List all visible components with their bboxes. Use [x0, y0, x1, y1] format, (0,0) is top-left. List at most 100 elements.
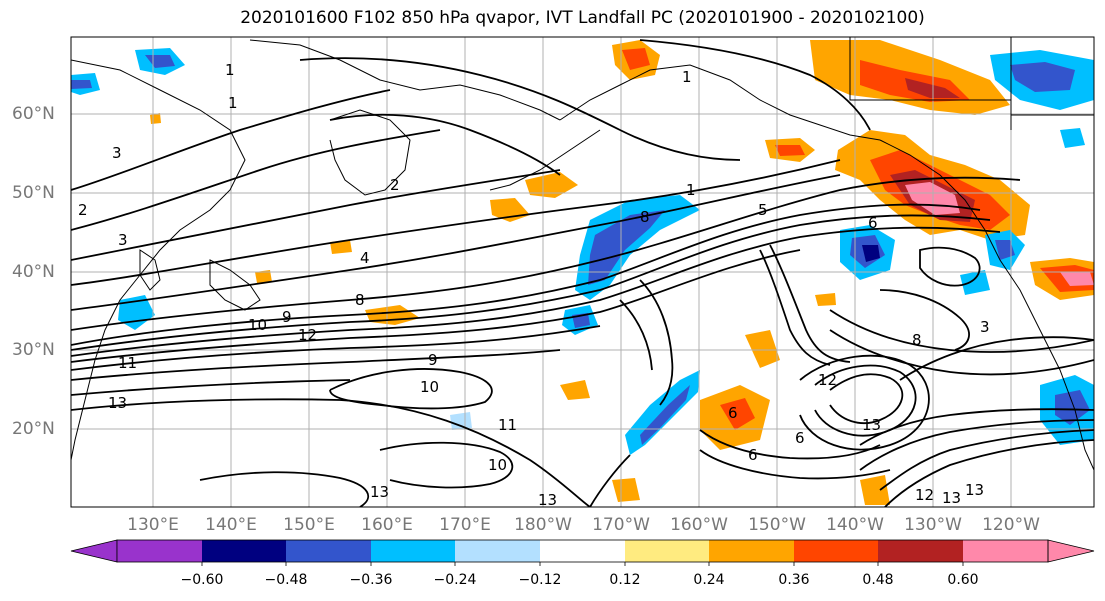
- contour-label: 13: [942, 489, 961, 507]
- shade-small-1: [330, 240, 352, 254]
- contour-label: 12: [915, 486, 934, 504]
- contour-label: 8: [355, 291, 365, 309]
- lat-label-40n: 40°N: [12, 262, 55, 282]
- colorbar-bin: [202, 540, 286, 562]
- contour-label: 1: [682, 68, 692, 86]
- lat-label-50n: 50°N: [12, 183, 55, 203]
- colorbar: [70, 539, 1095, 566]
- coast-korea: [139, 249, 161, 291]
- contour-label: 8: [640, 208, 650, 226]
- lat-label-60n: 60°N: [12, 104, 55, 124]
- lat-label-20n: 20°N: [12, 419, 55, 439]
- contour-label: 1: [225, 61, 235, 79]
- shade-light-blue-1: [450, 412, 472, 430]
- contour-label: 3: [112, 144, 122, 162]
- contour-label: 10: [420, 378, 439, 396]
- colorbar-bin: [709, 540, 794, 562]
- colorbar-bin: [286, 540, 371, 562]
- contour-label: 6: [795, 429, 805, 447]
- contour-label: 6: [868, 214, 878, 232]
- contour-label: 3: [980, 318, 990, 336]
- lon-label: 140°E: [205, 515, 257, 535]
- map-title: 2020101600 F102 850 hPa qvapor, IVT Land…: [240, 8, 925, 28]
- lon-label: 160°W: [670, 515, 728, 535]
- lon-label: 130°W: [904, 515, 962, 535]
- contour-label: 11: [118, 354, 137, 372]
- lon-label: 140°W: [826, 515, 884, 535]
- contour-label: 1: [228, 94, 238, 112]
- colorbar-bin: [878, 540, 963, 562]
- shade-light-blue-3: [1060, 128, 1085, 148]
- coast-inner-box: [849, 37, 1011, 101]
- contour-label: 6: [728, 404, 738, 422]
- contour-label: 12: [298, 326, 317, 344]
- contour-label: 2: [390, 176, 400, 194]
- lon-label: 150°W: [748, 515, 806, 535]
- contour-label: 12: [818, 371, 837, 389]
- lon-label: 120°W: [982, 515, 1040, 535]
- contour-label: 10: [488, 456, 507, 474]
- shade-tropic-5: [612, 478, 640, 502]
- contour-lines: [71, 39, 1094, 507]
- colorbar-bin: [455, 540, 540, 562]
- lon-label: 180°W: [514, 515, 572, 535]
- lon-label: 170°W: [592, 515, 650, 535]
- contour-label: 11: [498, 416, 517, 434]
- shade-small-2: [255, 270, 272, 283]
- contour-label: 5: [758, 201, 768, 219]
- shade-kamchatka: [525, 172, 578, 198]
- lon-label: 150°E: [283, 515, 335, 535]
- coast-asia: [71, 59, 246, 461]
- colorbar-bin: [540, 540, 625, 562]
- lon-label: 130°E: [127, 515, 179, 535]
- contour-label: 6: [748, 446, 758, 464]
- contour-label: 13: [862, 416, 881, 434]
- colorbar-extend-low: [70, 539, 118, 563]
- contour-label: 8: [912, 331, 922, 349]
- colorbar-tick-label: 0.36: [778, 572, 810, 588]
- contour-label-layer: 1 1 1 2 3 2 3 4 5 6 8 9 10 11 12 13 13 1…: [78, 61, 990, 509]
- colorbar-bin: [625, 540, 709, 562]
- colorbar-tick-label: −0.24: [433, 572, 477, 588]
- colorbar-bin: [794, 540, 878, 562]
- colorbar-tick-label: −0.48: [264, 572, 308, 588]
- shade-centralpac-core: [588, 210, 665, 285]
- coastlines: [71, 37, 1094, 471]
- contour-label: 13: [538, 491, 557, 509]
- coast-alaska: [559, 64, 881, 141]
- lon-label: 170°E: [439, 515, 491, 535]
- colorbar-tick-label: 0.60: [947, 572, 979, 588]
- lon-label: 160°E: [361, 515, 413, 535]
- colorbar-tick-label: 0.12: [609, 572, 641, 588]
- shade-small-3: [815, 293, 836, 306]
- contour-label: 13: [108, 394, 127, 412]
- shade-tropic-1: [745, 330, 780, 368]
- plot-frame: [70, 36, 1095, 508]
- contour-label: 4: [360, 249, 370, 267]
- colorbar-bin: [371, 540, 455, 562]
- colorbar-tick-label: 0.48: [862, 572, 894, 588]
- colorbar-tick-label: −0.12: [518, 572, 562, 588]
- colorbar-tick-label: −0.36: [349, 572, 393, 588]
- colorbar-tick-label: 0.24: [693, 572, 725, 588]
- shade-tropic-4: [560, 380, 590, 400]
- contour-label: 13: [965, 481, 984, 499]
- colorbar-extend-high: [1047, 539, 1095, 563]
- colorbar-bin: [117, 540, 202, 562]
- contour-label: 1: [686, 181, 696, 199]
- shade-light-blue-2: [960, 270, 990, 295]
- colorbar-tick-label: −0.60: [180, 572, 224, 588]
- contour-label: 9: [282, 308, 292, 326]
- shade-japan-blue: [118, 295, 155, 330]
- coast-alaska-peninsula: [489, 129, 601, 191]
- coast-bc: [879, 139, 1094, 471]
- contour-label: 13: [370, 483, 389, 501]
- contour-label: 10: [248, 316, 267, 334]
- contour-label: 2: [78, 201, 88, 219]
- contour-label: 9: [428, 351, 438, 369]
- shade-tropic-3: [860, 475, 890, 505]
- coast-siberia-north: [249, 39, 561, 121]
- coast-japan: [209, 259, 261, 311]
- colorbar-bin: [963, 540, 1048, 562]
